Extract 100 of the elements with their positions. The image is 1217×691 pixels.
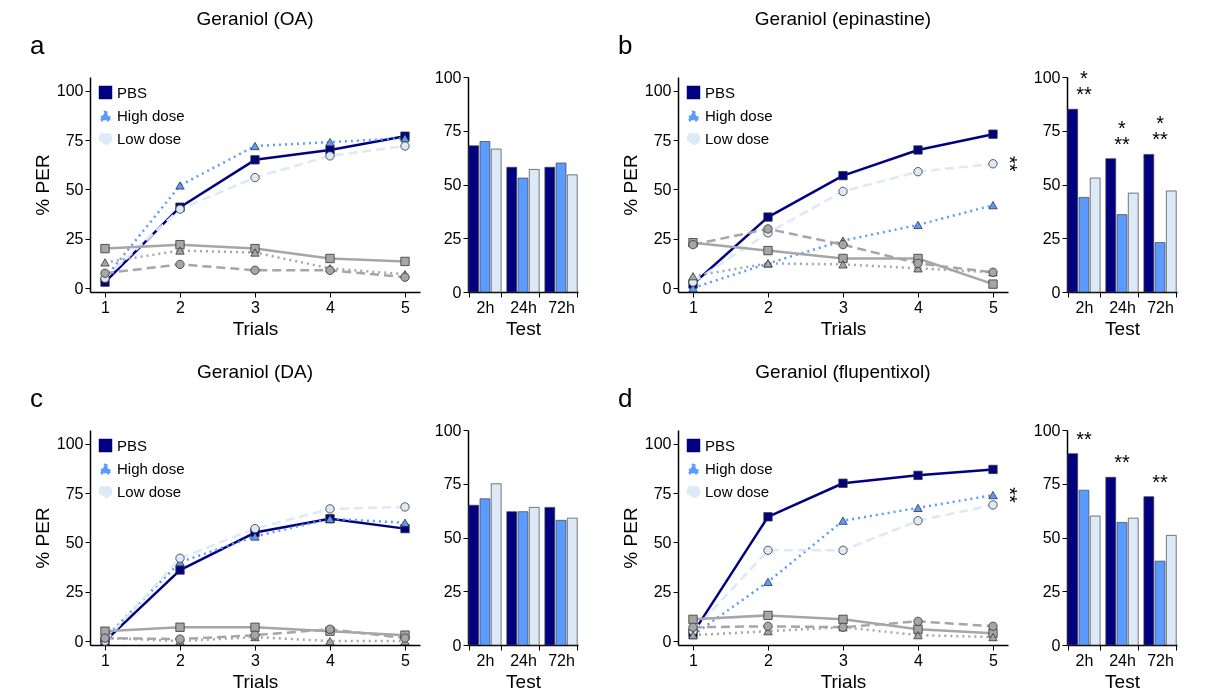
y-tick-label: 25: [653, 583, 672, 601]
y-tick-label: 75: [1042, 122, 1061, 140]
y-tick-label: 75: [443, 475, 462, 493]
x-tick-label: 24h: [1109, 298, 1136, 316]
x-tick-label: 2h: [1075, 651, 1094, 669]
chart-title: Geraniol (OA): [196, 8, 314, 29]
x-tick-label: 4: [326, 298, 336, 316]
legend-label: Low dose: [705, 129, 770, 147]
x-tick-label: 3: [251, 651, 261, 669]
y-tick-label: 25: [65, 583, 84, 601]
y-tick-label: 50: [653, 533, 672, 551]
x-tick-label: 5: [989, 298, 999, 316]
x-tick-label: 2: [764, 651, 774, 669]
y-tick-label: 0: [1051, 636, 1061, 654]
x-tick-label: 1: [101, 298, 111, 316]
annotation: **: [1076, 427, 1092, 450]
y-tick-label: 50: [65, 533, 84, 551]
x-tick-label: 2h: [476, 298, 495, 316]
x-tick-label: 24h: [510, 651, 537, 669]
x-tick-label: 1: [689, 651, 699, 669]
y-tick-label: 50: [653, 180, 672, 198]
y-tick-label: 100: [644, 82, 672, 100]
legend-label: Low dose: [705, 482, 770, 500]
annotation: **: [999, 156, 1021, 172]
x-tick-label: 1: [101, 651, 111, 669]
y-tick-label: 50: [65, 180, 84, 198]
y-axis-title: % PER: [31, 154, 53, 216]
y-tick-label: 100: [56, 82, 84, 100]
x-tick-label: 24h: [1109, 651, 1136, 669]
legend-label: Low dose: [117, 129, 182, 147]
y-tick-label: 0: [662, 279, 672, 297]
x-tick-label: 3: [251, 298, 261, 316]
annotation: **: [1152, 470, 1169, 493]
x-tick-label: 4: [914, 298, 924, 316]
x-axis-title: Test: [506, 670, 542, 691]
y-axis-title: % PER: [619, 154, 641, 216]
y-tick-label: 25: [1042, 229, 1061, 247]
x-axis-title: Trials: [820, 317, 867, 339]
annotation: **: [1114, 132, 1130, 155]
y-tick-label: 75: [65, 484, 84, 502]
y-tick-label: 75: [1042, 475, 1061, 493]
y-tick-label: 0: [452, 636, 462, 654]
legend-label: PBS: [705, 83, 736, 101]
chart-title: Geraniol (flupentixol): [755, 361, 931, 382]
y-tick-label: 0: [452, 283, 462, 301]
chart-title: Geraniol (epinastine): [754, 8, 932, 29]
y-tick-label: 25: [1042, 582, 1061, 600]
x-tick-label: 24h: [510, 298, 537, 316]
y-tick-label: 100: [56, 435, 84, 453]
x-axis-title: Test: [1105, 317, 1141, 339]
y-tick-label: 75: [653, 131, 672, 149]
legend-label: High dose: [705, 106, 773, 124]
x-axis-title: Test: [506, 317, 542, 339]
y-axis-title: % PER: [619, 507, 641, 569]
x-tick-label: 5: [401, 651, 411, 669]
y-tick-label: 100: [1033, 421, 1061, 439]
y-tick-label: 100: [434, 421, 462, 439]
legend-label: PBS: [117, 436, 148, 454]
y-tick-label: 100: [644, 435, 672, 453]
x-tick-label: 72h: [548, 298, 575, 316]
x-tick-label: 5: [401, 298, 411, 316]
y-tick-label: 50: [1042, 529, 1061, 546]
x-tick-label: 2: [176, 651, 186, 669]
annotation: **: [999, 487, 1021, 504]
y-tick-label: 0: [74, 632, 84, 650]
y-tick-label: 75: [653, 484, 672, 502]
legend-label: High dose: [705, 459, 773, 477]
legend-label: Low dose: [117, 482, 182, 500]
x-tick-label: 2h: [1075, 298, 1094, 316]
x-tick-label: 72h: [1147, 651, 1174, 669]
x-axis-title: Trials: [232, 670, 279, 691]
x-tick-label: 2: [176, 298, 186, 316]
x-tick-label: 4: [914, 651, 924, 669]
legend-label: High dose: [117, 106, 185, 124]
y-axis-title: % PER: [31, 507, 53, 569]
legend-label: PBS: [705, 436, 736, 454]
text: c: [30, 383, 43, 413]
y-tick-label: 25: [443, 229, 462, 247]
x-tick-label: 1: [689, 298, 699, 316]
legend-label: High dose: [117, 459, 185, 477]
annotation: **: [1114, 451, 1130, 474]
y-tick-label: 100: [434, 68, 462, 86]
x-tick-label: 3: [839, 298, 849, 316]
x-tick-label: 5: [989, 651, 999, 669]
text: b: [618, 30, 633, 60]
x-tick-label: 3: [839, 651, 849, 669]
y-tick-label: 50: [443, 529, 462, 546]
x-tick-label: 2h: [476, 651, 495, 669]
x-tick-label: 72h: [1147, 298, 1174, 316]
y-tick-label: 0: [74, 279, 84, 297]
y-tick-label: 25: [65, 230, 84, 248]
text: a: [30, 30, 45, 60]
y-tick-label: 25: [443, 582, 462, 600]
x-axis-title: Test: [1105, 670, 1141, 691]
text: d: [618, 383, 633, 413]
legend-label: PBS: [117, 83, 148, 101]
chart-title: Geraniol (DA): [196, 361, 314, 382]
y-tick-label: 50: [443, 176, 462, 193]
y-tick-label: 50: [1042, 176, 1061, 193]
y-tick-label: 100: [1033, 68, 1061, 86]
